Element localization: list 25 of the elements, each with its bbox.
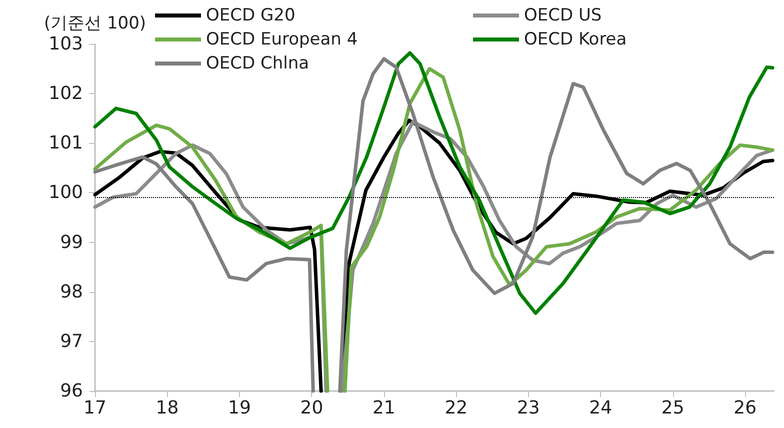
y-axis-title: (기준선 100) xyxy=(44,14,146,34)
x-tick-label: 18 xyxy=(156,398,179,418)
legend-label: OECD European 4 xyxy=(206,30,358,50)
x-tick-label: 22 xyxy=(444,398,468,418)
x-tick-label: 17 xyxy=(84,398,106,418)
x-tick-label: 20 xyxy=(300,398,324,418)
x-tick-label: 23 xyxy=(516,398,540,418)
y-tick-label: 99 xyxy=(60,232,83,253)
legend-label: OECD US xyxy=(524,6,602,26)
x-tick-label: 19 xyxy=(228,398,251,418)
y-tick-label: 97 xyxy=(60,330,83,352)
x-tick-label: 24 xyxy=(589,398,612,418)
y-tick-label: 103 xyxy=(48,34,83,54)
legend-label: OECD Korea xyxy=(524,30,627,50)
y-tick-label: 100 xyxy=(48,182,83,204)
line-series xyxy=(93,51,774,315)
legend-label: OECD G20 xyxy=(206,6,296,26)
legend-label: OECD Chlna xyxy=(206,54,310,74)
y-tick-label: 102 xyxy=(48,83,83,104)
y-tick-label: 96 xyxy=(60,380,83,402)
x-tick-label: 25 xyxy=(661,398,684,418)
x-tick-label: 21 xyxy=(372,398,396,418)
y-tick-label: 101 xyxy=(48,132,83,154)
y-tick-label: 98 xyxy=(60,281,83,302)
x-tick-label: 26 xyxy=(734,398,757,418)
